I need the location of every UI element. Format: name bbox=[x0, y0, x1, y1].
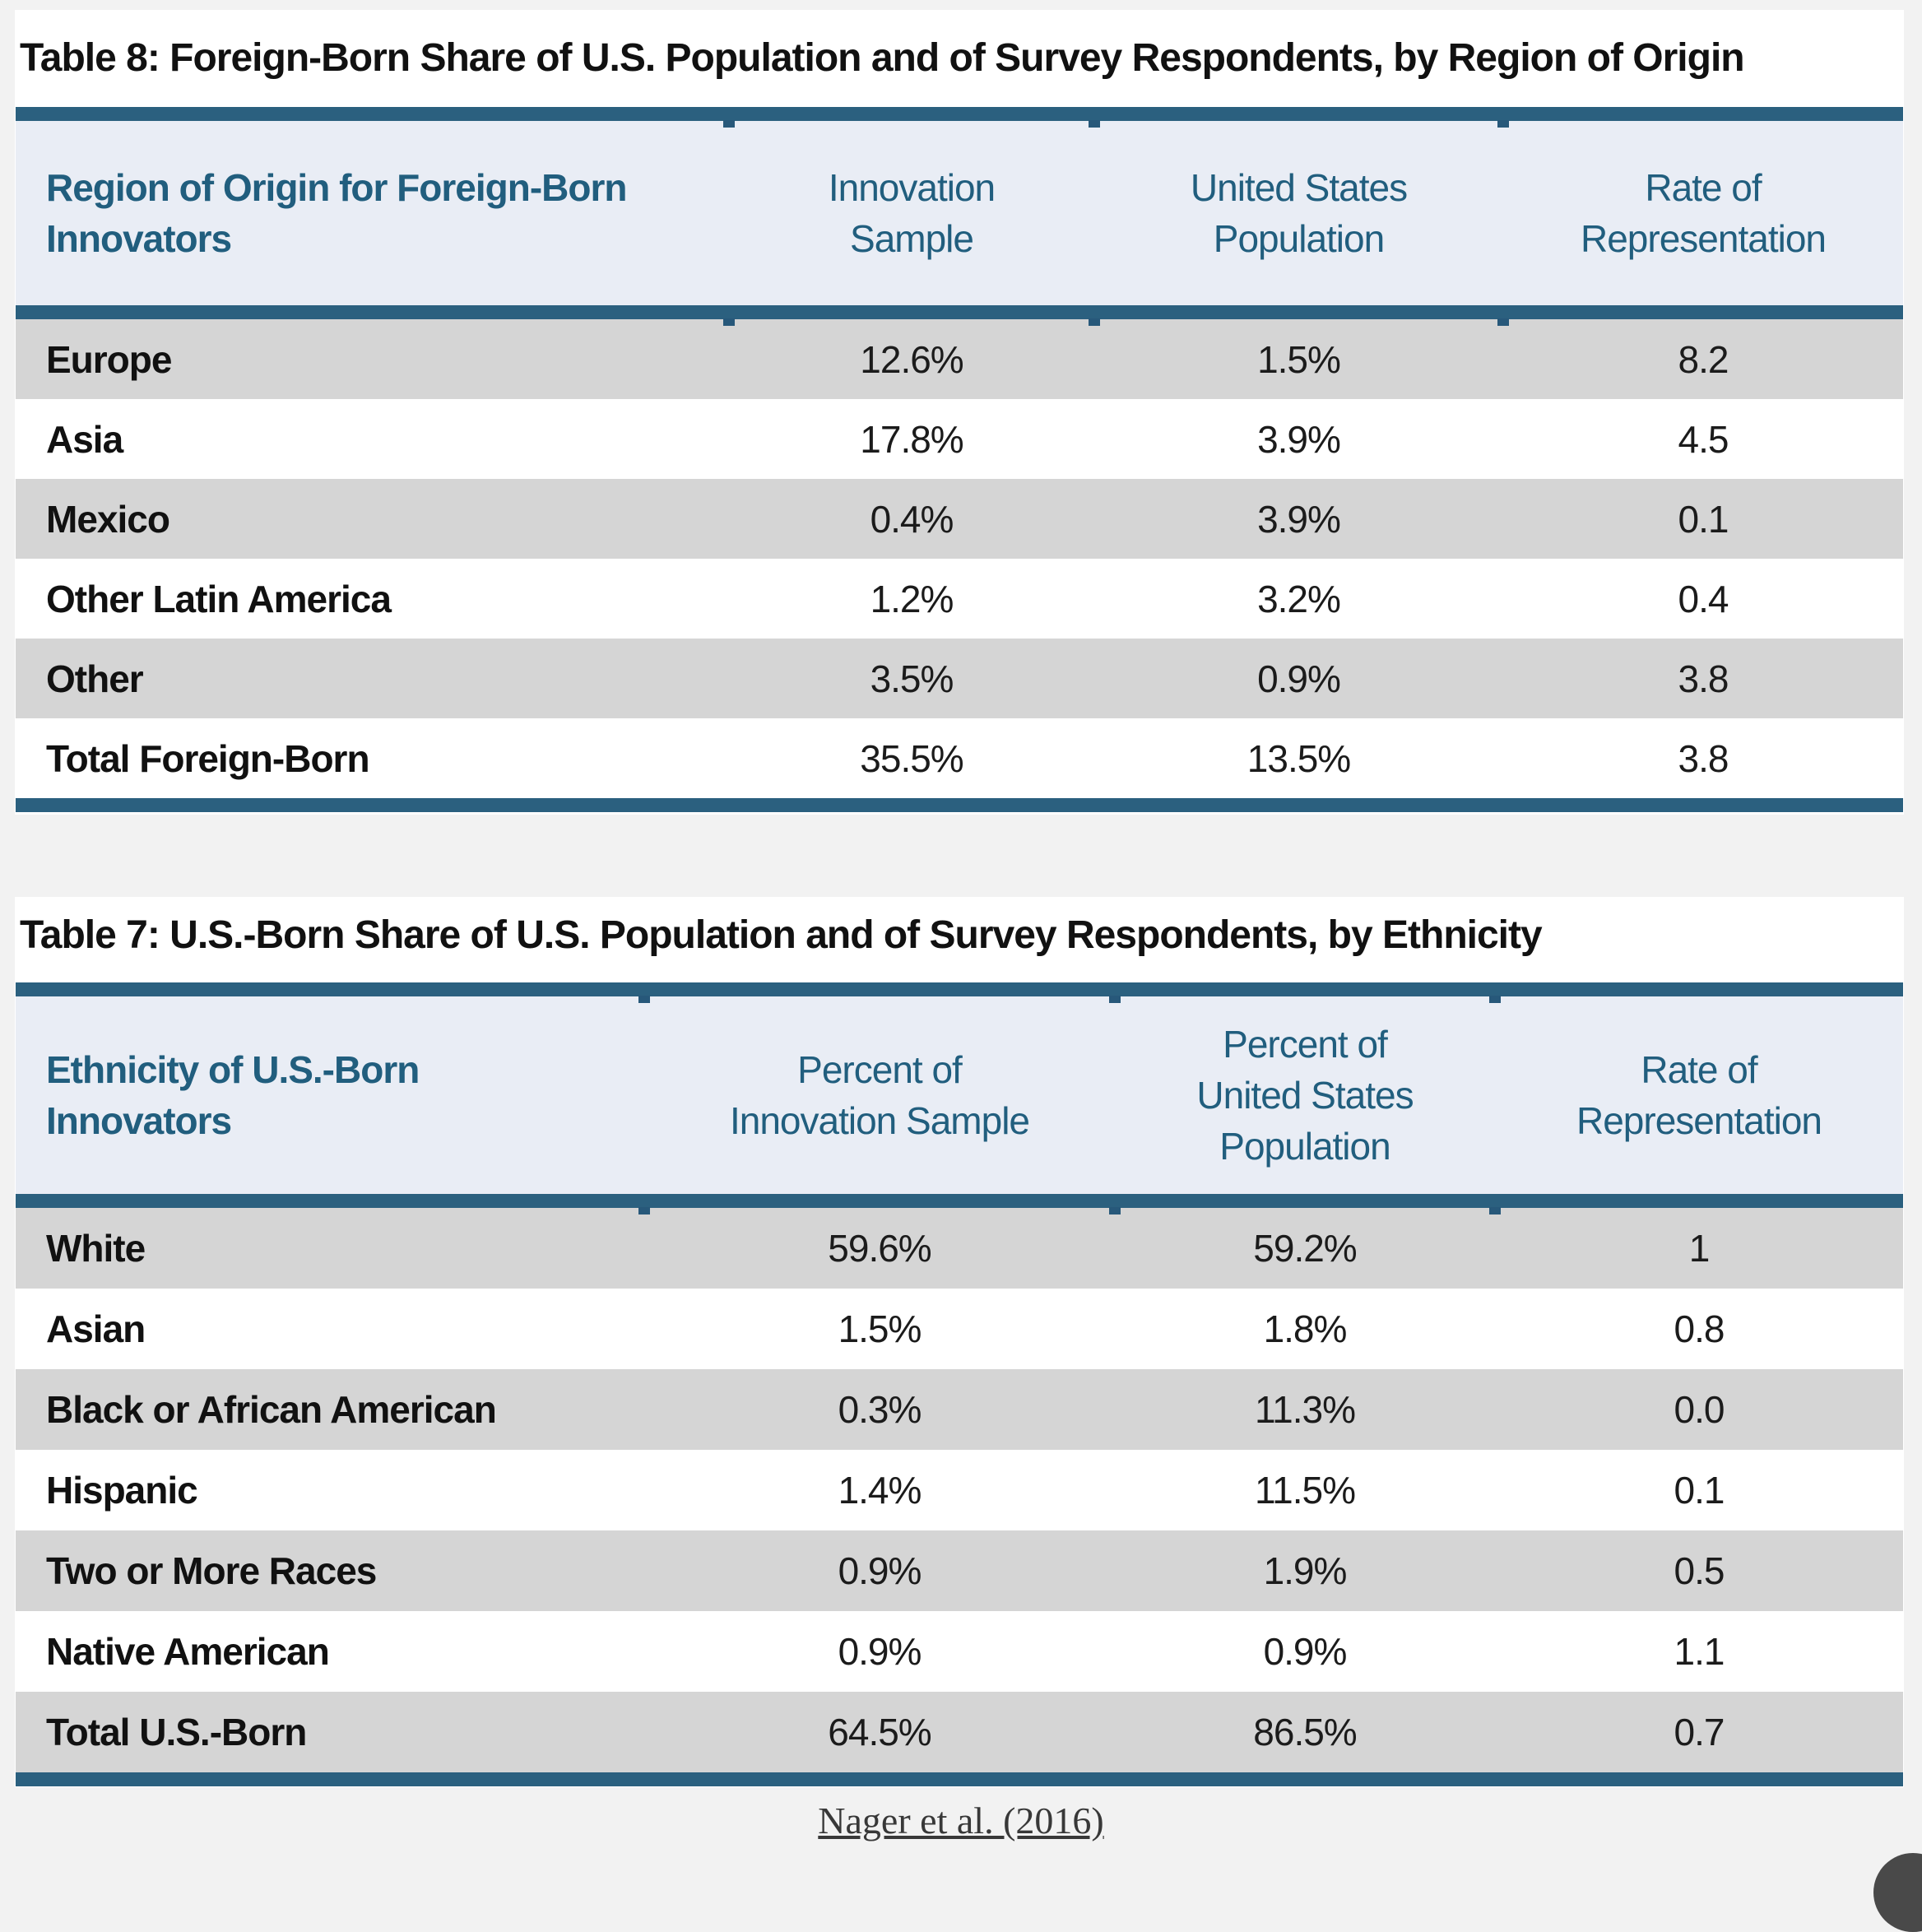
column-divider-tick bbox=[1497, 318, 1509, 326]
table-row: White 59.6% 59.2% 1 bbox=[16, 1208, 1903, 1289]
table8: Region of Origin for Foreign-Born Innova… bbox=[16, 107, 1903, 812]
table-row-total: Total U.S.-Born 64.5% 86.5% 0.7 bbox=[16, 1692, 1903, 1772]
table7-header-row: Ethnicity of U.S.-Born Innovators Percen… bbox=[16, 996, 1903, 1194]
table7-header-rule bbox=[16, 1194, 1903, 1214]
table-row: Two or More Races 0.9% 1.9% 0.5 bbox=[16, 1530, 1903, 1611]
table-row: Europe 12.6% 1.5% 8.2 bbox=[16, 319, 1903, 399]
column-divider-tick bbox=[1497, 120, 1509, 128]
table7-header-us-population: Percent of United States Population bbox=[1196, 1023, 1414, 1168]
table7-header-innovation-sample: Percent of Innovation Sample bbox=[729, 1048, 1030, 1142]
column-divider-tick bbox=[1089, 120, 1100, 128]
table8-card: Table 8: Foreign-Born Share of U.S. Popu… bbox=[15, 10, 1904, 815]
column-divider-tick bbox=[1109, 1207, 1121, 1214]
column-divider-tick bbox=[723, 120, 735, 128]
column-divider-tick bbox=[1089, 318, 1100, 326]
table8-header-us-population: United States Population bbox=[1190, 166, 1408, 260]
column-divider-tick bbox=[723, 318, 735, 326]
table-row: Asia 17.8% 3.9% 4.5 bbox=[46, 417, 1729, 461]
table-row: Black or African American 0.3% 11.3% 0.0 bbox=[16, 1369, 1903, 1450]
table8-top-rule bbox=[16, 107, 1903, 128]
column-divider-tick bbox=[1109, 996, 1121, 1003]
column-divider-tick bbox=[638, 996, 650, 1003]
table-row: Other Latin America 1.2% 3.2% 0.4 bbox=[46, 577, 1729, 620]
table7-header-rate: Rate of Representation bbox=[1576, 1048, 1822, 1142]
table-row: Mexico 0.4% 3.9% 0.1 bbox=[16, 479, 1903, 559]
table-row: Asian 1.5% 1.8% 0.8 bbox=[46, 1307, 1725, 1350]
table7: Ethnicity of U.S.-Born Innovators Percen… bbox=[16, 982, 1903, 1786]
table7-title: Table 7: U.S.-Born Share of U.S. Populat… bbox=[20, 913, 1543, 957]
table8-header-region: Region of Origin for Foreign-Born Innova… bbox=[46, 166, 627, 260]
table7-top-rule bbox=[16, 982, 1903, 1003]
table-row: Hispanic 1.4% 11.5% 0.1 bbox=[46, 1469, 1725, 1512]
citation-row: Nager et al. (2016) bbox=[0, 1799, 1922, 1842]
table7-bottom-rule bbox=[16, 1772, 1903, 1786]
table7-card: Table 7: U.S.-Born Share of U.S. Populat… bbox=[15, 897, 1904, 1787]
citation-link[interactable]: Nager et al. (2016) bbox=[818, 1800, 1104, 1841]
table8-title: Table 8: Foreign-Born Share of U.S. Popu… bbox=[20, 36, 1745, 80]
table-row: Other 3.5% 0.9% 3.8 bbox=[16, 639, 1903, 718]
table7-header-ethnicity: Ethnicity of U.S.-Born Innovators bbox=[46, 1048, 420, 1142]
table-row-total: Total Foreign-Born 35.5% 13.5% 3.8 bbox=[46, 736, 1729, 780]
column-divider-tick bbox=[1489, 1207, 1501, 1214]
column-divider-tick bbox=[1489, 996, 1501, 1003]
table8-bottom-rule bbox=[16, 798, 1903, 812]
table-row: Native American 0.9% 0.9% 1.1 bbox=[46, 1630, 1725, 1673]
table8-header-rule bbox=[16, 305, 1903, 326]
table8-header-row: Region of Origin for Foreign-Born Innova… bbox=[16, 121, 1903, 305]
table8-header-rate: Rate of Representation bbox=[1581, 166, 1827, 260]
column-divider-tick bbox=[638, 1207, 650, 1214]
table8-header-innovation-sample: Innovation Sample bbox=[828, 166, 996, 260]
floating-action-button-partial[interactable] bbox=[1873, 1853, 1922, 1932]
